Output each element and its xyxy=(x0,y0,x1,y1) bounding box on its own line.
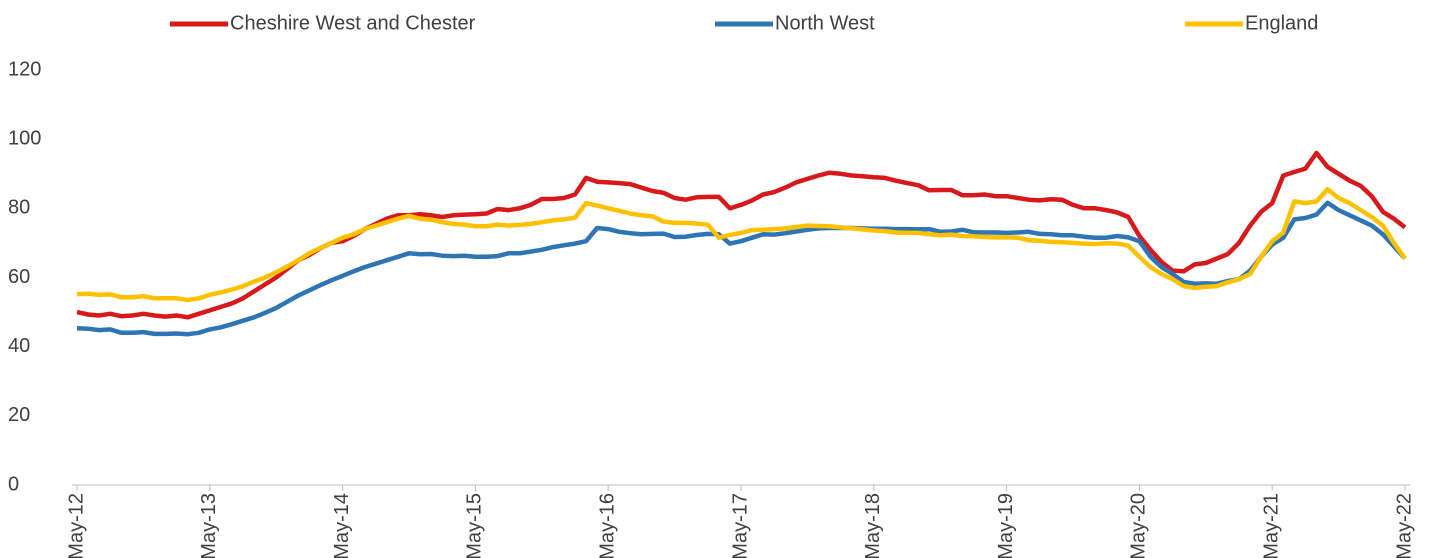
y-tick-label: 80 xyxy=(8,197,30,219)
legend-label: England xyxy=(1245,12,1318,34)
x-tick-label: May-18 xyxy=(862,493,884,558)
x-tick-label: May-21 xyxy=(1260,493,1282,558)
x-tick-label: May-12 xyxy=(65,493,87,558)
x-tick-label: May-13 xyxy=(198,493,220,558)
y-tick-label: 0 xyxy=(8,473,19,495)
x-tick-label: May-22 xyxy=(1393,493,1415,558)
y-tick-label: 60 xyxy=(8,266,30,288)
x-tick-label: May-14 xyxy=(331,493,353,558)
x-tick-label: May-20 xyxy=(1128,493,1150,558)
series-line xyxy=(76,200,1407,337)
x-tick-label: May-17 xyxy=(729,493,751,558)
x-tick-label: May-16 xyxy=(596,493,618,558)
y-tick-label: 120 xyxy=(8,58,41,80)
y-tick-label: 40 xyxy=(8,335,30,357)
legend-label: Cheshire West and Chester xyxy=(230,12,476,34)
legend-label: North West xyxy=(775,12,875,34)
y-tick-label: 100 xyxy=(8,127,41,149)
y-tick-label: 20 xyxy=(8,404,30,426)
x-tick-label: May-15 xyxy=(464,493,486,558)
x-tick-label: May-19 xyxy=(995,493,1017,558)
series-line xyxy=(76,187,1407,303)
